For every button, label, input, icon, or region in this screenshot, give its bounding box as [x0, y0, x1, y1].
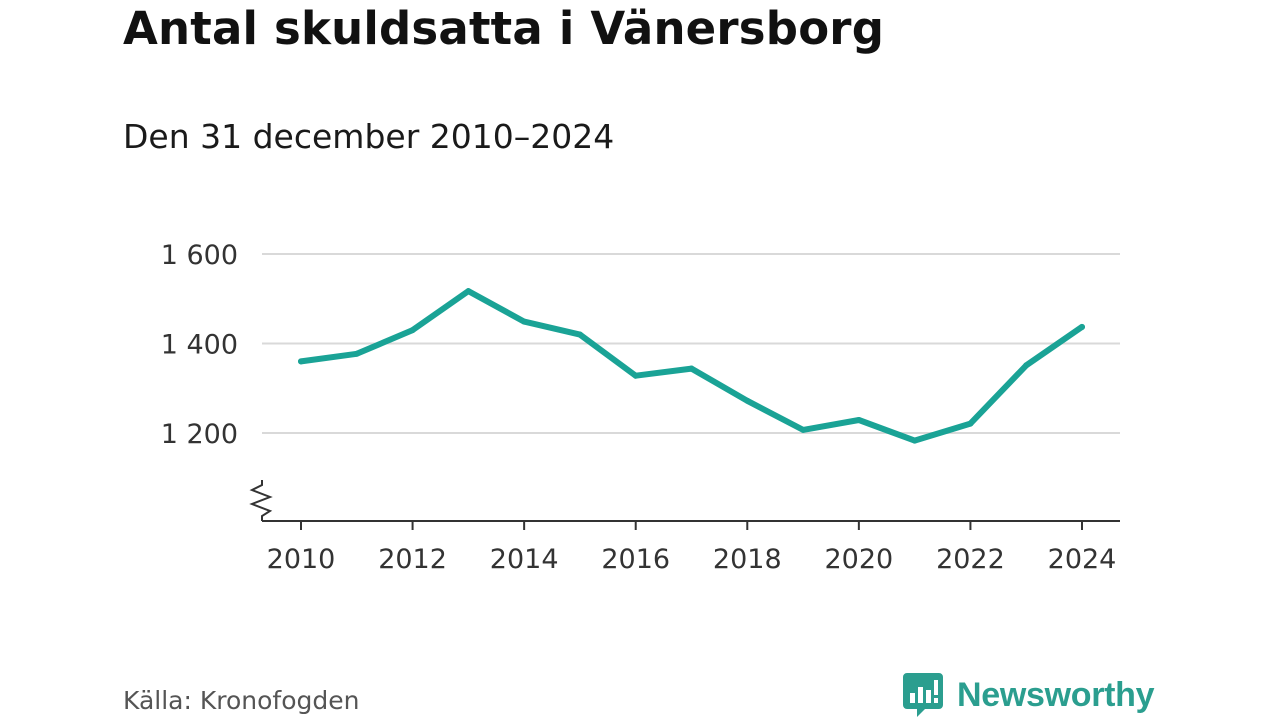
data-point-2014 [521, 318, 528, 325]
data-point-2020 [855, 417, 862, 424]
x-tick-label: 2010 [267, 544, 336, 575]
data-point-2021 [911, 437, 918, 444]
x-tick-label: 2018 [713, 544, 782, 575]
x-tick-label: 2020 [824, 544, 893, 575]
x-tick-label: 2024 [1048, 544, 1117, 575]
chart-title: Antal skuldsatta i Vänersborg [123, 2, 885, 55]
data-point-2023 [1023, 362, 1030, 369]
y-tick-label: 1 400 [161, 330, 238, 361]
x-tick-label: 2016 [601, 544, 670, 575]
brand-logo: Newsworthy [903, 670, 1155, 720]
data-point-2015 [576, 331, 583, 338]
data-point-2019 [800, 426, 807, 433]
data-point-2018 [744, 397, 751, 404]
x-axis [249, 480, 1120, 522]
data-point-2010 [298, 358, 304, 365]
x-axis-ticks: 2010 2012 2014 2016 2018 2020 2022 2024 [267, 521, 1117, 575]
newsworthy-chart-icon [903, 673, 943, 717]
y-axis-ticks: 1 200 1 400 1 600 [161, 240, 238, 450]
x-tick-label: 2022 [936, 544, 1005, 575]
data-point-2022 [967, 420, 974, 427]
axis-break-icon [249, 480, 273, 521]
data-point-2011 [353, 350, 360, 357]
line-chart: 1 200 1 400 1 600 2010 2012 2014 2016 2018 2020… [161, 240, 1120, 575]
data-point-2013 [465, 288, 472, 295]
x-tick-label: 2012 [378, 544, 447, 575]
data-point-2024 [1079, 323, 1085, 330]
y-tick-label: 1 200 [161, 419, 238, 450]
brand-name: Newsworthy [957, 675, 1155, 714]
x-tick-label: 2014 [490, 544, 559, 575]
data-point-2012 [409, 327, 416, 334]
chart-subtitle: Den 31 december 2010–2024 [123, 117, 615, 156]
gridlines [262, 253, 1120, 434]
series-group [298, 288, 1085, 444]
y-tick-label: 1 600 [161, 240, 238, 271]
data-point-2017 [688, 365, 695, 372]
source-note: Källa: Kronofogden [123, 686, 360, 715]
data-point-2016 [632, 372, 639, 379]
